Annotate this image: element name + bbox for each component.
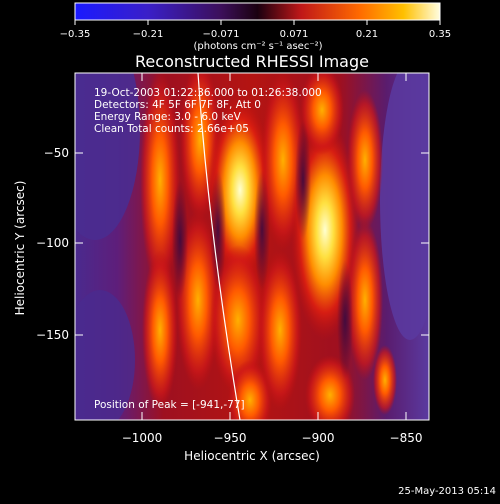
plot-frame bbox=[74, 72, 430, 421]
plot-title: Reconstructed RHESSI Image bbox=[135, 52, 369, 71]
colorbar-tick: −0.071 bbox=[202, 29, 239, 40]
y-tick-label: −100 bbox=[36, 236, 69, 250]
colorbar-tick: −0.35 bbox=[60, 29, 91, 40]
y-tick-label: −50 bbox=[44, 146, 69, 160]
time-range: 19-Oct-2003 01:22:36.000 to 01:26:38.000 bbox=[94, 87, 322, 99]
colorbar: −0.35 −0.21 −0.071 0.071 0.21 0.35 (phot… bbox=[60, 2, 451, 52]
x-tick-label: −950 bbox=[214, 431, 247, 445]
y-tick-label: −150 bbox=[36, 328, 69, 342]
detectors: Detectors: 4F 5F 6F 7F 8F, Att 0 bbox=[94, 99, 261, 111]
x-tick-label: −1000 bbox=[122, 431, 163, 445]
timestamp: 25-May-2013 05:14 bbox=[398, 486, 496, 497]
x-tick-label: −850 bbox=[390, 431, 423, 445]
y-axis-label: Heliocentric Y (arcsec) bbox=[13, 181, 27, 316]
rhessi-image bbox=[75, 73, 429, 420]
solar-limb-line bbox=[197, 73, 241, 420]
colorbar-tick: −0.21 bbox=[133, 29, 164, 40]
colorbar-gradient bbox=[74, 2, 441, 21]
peak-position: Position of Peak = [-941,-77] bbox=[94, 399, 245, 411]
x-axis-label: Heliocentric X (arcsec) bbox=[184, 449, 320, 463]
x-tick-label: −900 bbox=[302, 431, 335, 445]
colorbar-tick: 0.071 bbox=[280, 29, 309, 40]
energy-range: Energy Range: 3.0 - 6.0 keV bbox=[94, 111, 242, 123]
colorbar-tick: 0.21 bbox=[356, 29, 378, 40]
observation-info: 19-Oct-2003 01:22:36.000 to 01:26:38.000… bbox=[94, 87, 322, 411]
clean-counts: Clean Total counts: 2.66e+05 bbox=[94, 123, 249, 135]
colorbar-units: (photons cm⁻² s⁻¹ asec⁻²) bbox=[193, 41, 322, 52]
colorbar-tick: 0.35 bbox=[429, 29, 451, 40]
